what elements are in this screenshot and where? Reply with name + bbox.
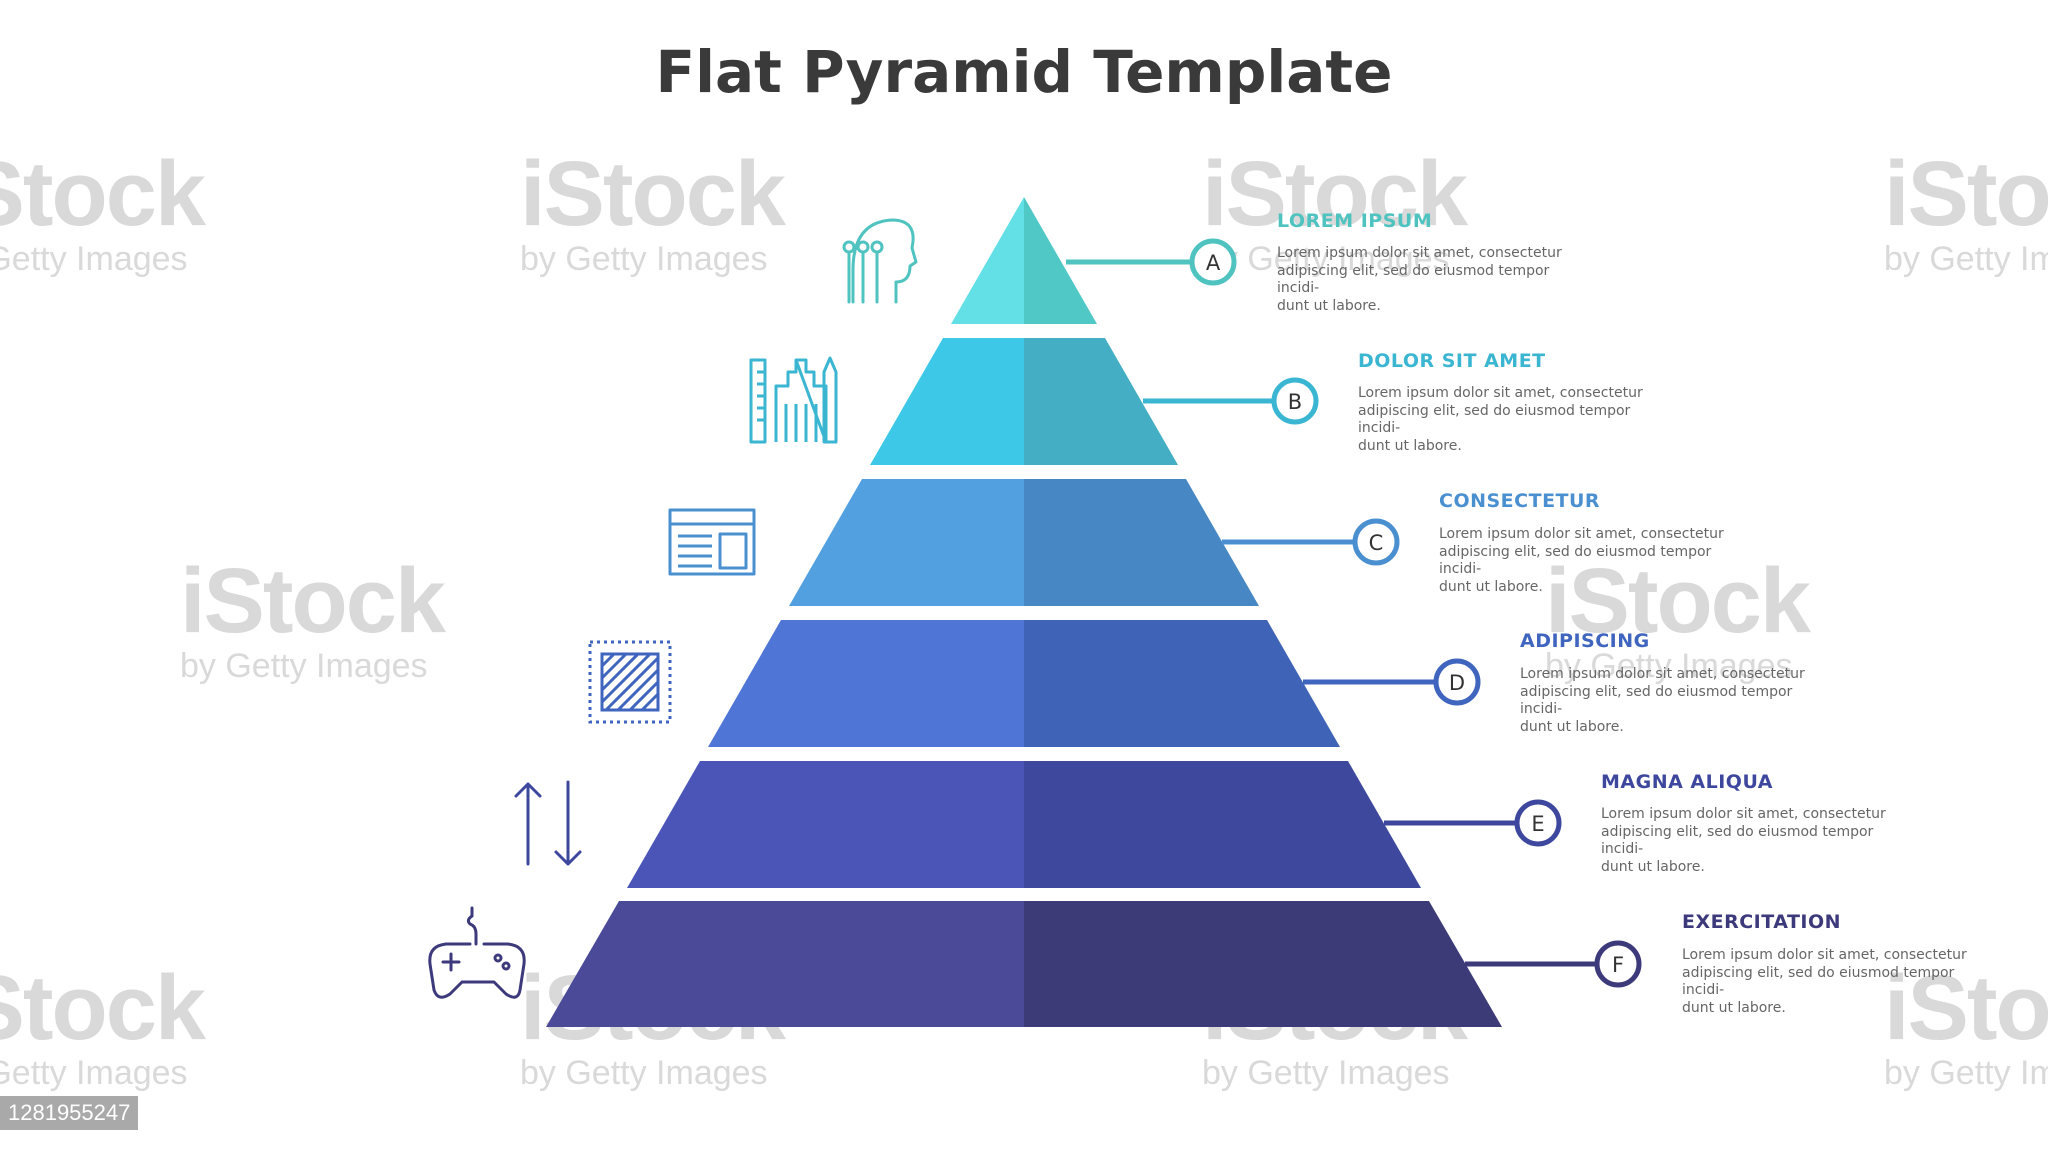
level-f-description: Lorem ipsum dolor sit amet, consectetur … <box>1682 947 1967 1016</box>
level-a-heading: LOREM IPSUM <box>1277 210 1433 232</box>
segment-a-right <box>1024 197 1097 324</box>
segment-f-left <box>546 901 1024 1027</box>
marker-a <box>1189 238 1237 286</box>
pyramid-level-e: E <box>627 761 1562 888</box>
level-e-description: Lorem ipsum dolor sit amet, consectetur … <box>1601 806 1886 875</box>
up-down-arrows-icon <box>514 780 582 866</box>
segment-c-right <box>1024 479 1259 606</box>
segment-a-left <box>951 197 1024 324</box>
marker-c-letter: C <box>1369 531 1384 555</box>
segment-b-left <box>870 338 1024 465</box>
pyramid-level-c: C <box>789 479 1400 606</box>
level-e-heading: MAGNA ALIQUA <box>1601 771 1774 793</box>
segment-b-right <box>1024 338 1178 465</box>
marker-b-letter: B <box>1288 390 1302 414</box>
segment-e-left <box>627 761 1024 888</box>
segment-d-left <box>708 620 1024 747</box>
marker-f <box>1594 940 1642 988</box>
marker-e <box>1514 799 1562 847</box>
level-d-description: Lorem ipsum dolor sit amet, consectetur … <box>1520 666 1805 735</box>
marker-a-letter: A <box>1206 251 1221 275</box>
marker-d <box>1433 658 1481 706</box>
pyramid-level-d: D <box>708 620 1481 747</box>
level-d-heading: ADIPISCING <box>1520 630 1650 652</box>
level-c-heading: CONSECTETUR <box>1439 490 1601 512</box>
marker-d-letter: D <box>1449 671 1465 695</box>
segment-d-right <box>1024 620 1340 747</box>
gamepad-icon <box>428 906 526 999</box>
marker-f-letter: F <box>1612 953 1624 977</box>
segment-c-left <box>789 479 1024 606</box>
texture-square-icon <box>588 640 672 724</box>
pyramid-level-b: B <box>870 338 1319 465</box>
level-c-description: Lorem ipsum dolor sit amet, consectetur … <box>1439 526 1724 595</box>
segment-f-right <box>1024 901 1502 1027</box>
pyramid-level-f: F <box>546 901 1642 1027</box>
pyramid-level-a: A <box>951 197 1237 324</box>
team-head-icon <box>842 218 918 304</box>
level-b-description: Lorem ipsum dolor sit amet, consectetur … <box>1358 385 1643 454</box>
level-a-description: Lorem ipsum dolor sit amet, consectetur … <box>1277 245 1562 314</box>
page-title: Flat Pyramid Template <box>655 38 1393 106</box>
stock-id-badge: 1281955247 <box>0 1096 139 1130</box>
marker-b <box>1271 377 1319 425</box>
marker-e-letter: E <box>1531 812 1544 836</box>
browser-layout-icon <box>668 508 756 576</box>
architecture-tools-icon <box>749 356 838 444</box>
segment-e-right <box>1024 761 1421 888</box>
level-b-heading: DOLOR SIT AMET <box>1358 350 1546 372</box>
level-f-heading: EXERCITATION <box>1682 911 1842 933</box>
marker-c <box>1352 518 1400 566</box>
